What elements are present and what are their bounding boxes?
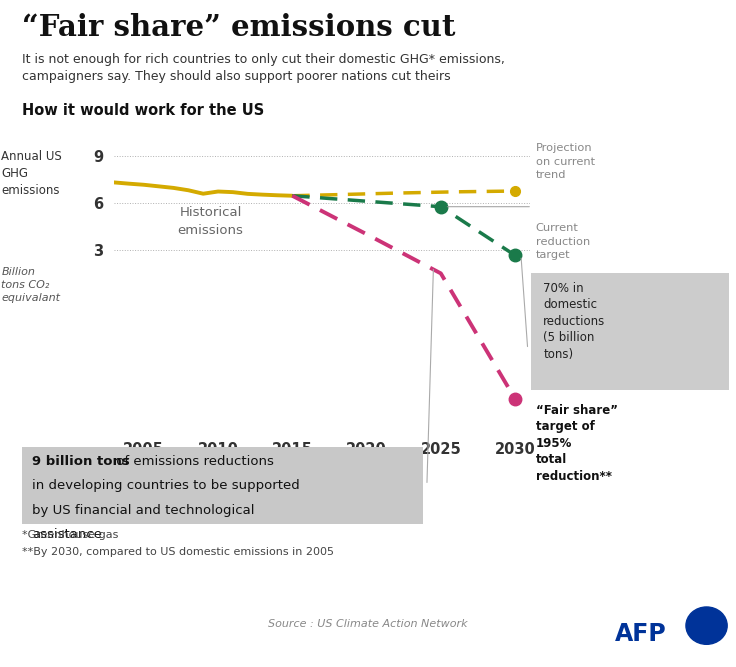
Text: “Fair share”
target of
195%
total
reduction**: “Fair share” target of 195% total reduct…	[536, 404, 618, 482]
Text: Billion
tons CO₂
equivalant: Billion tons CO₂ equivalant	[1, 267, 60, 303]
Text: 70% in
domestic
reductions
(5 billion
tons): 70% in domestic reductions (5 billion to…	[543, 281, 606, 361]
Text: Source : US Climate Action Network: Source : US Climate Action Network	[268, 619, 468, 629]
Text: Annual US
GHG
emissions: Annual US GHG emissions	[1, 150, 63, 197]
Text: AFP: AFP	[615, 622, 666, 646]
Text: Current
reduction
target: Current reduction target	[536, 223, 590, 260]
Text: assistance: assistance	[32, 528, 102, 541]
Text: Projection
on current
trend: Projection on current trend	[536, 143, 595, 180]
Text: It is not enough for rich countries to only cut their domestic GHG* emissions,
c: It is not enough for rich countries to o…	[22, 53, 505, 83]
Text: **By 2030, compared to US domestic emissions in 2005: **By 2030, compared to US domestic emiss…	[22, 547, 334, 557]
Text: in developing countries to be supported: in developing countries to be supported	[32, 479, 300, 492]
Text: “Fair share” emissions cut: “Fair share” emissions cut	[22, 13, 456, 42]
Text: How it would work for the US: How it would work for the US	[22, 103, 264, 118]
Text: Historical
emissions: Historical emissions	[177, 206, 244, 237]
Text: of emissions reductions: of emissions reductions	[113, 455, 275, 468]
Text: by US financial and technological: by US financial and technological	[32, 504, 255, 517]
Text: 9 billion tons: 9 billion tons	[32, 455, 130, 468]
Text: *Greenhouse gas: *Greenhouse gas	[22, 530, 118, 540]
